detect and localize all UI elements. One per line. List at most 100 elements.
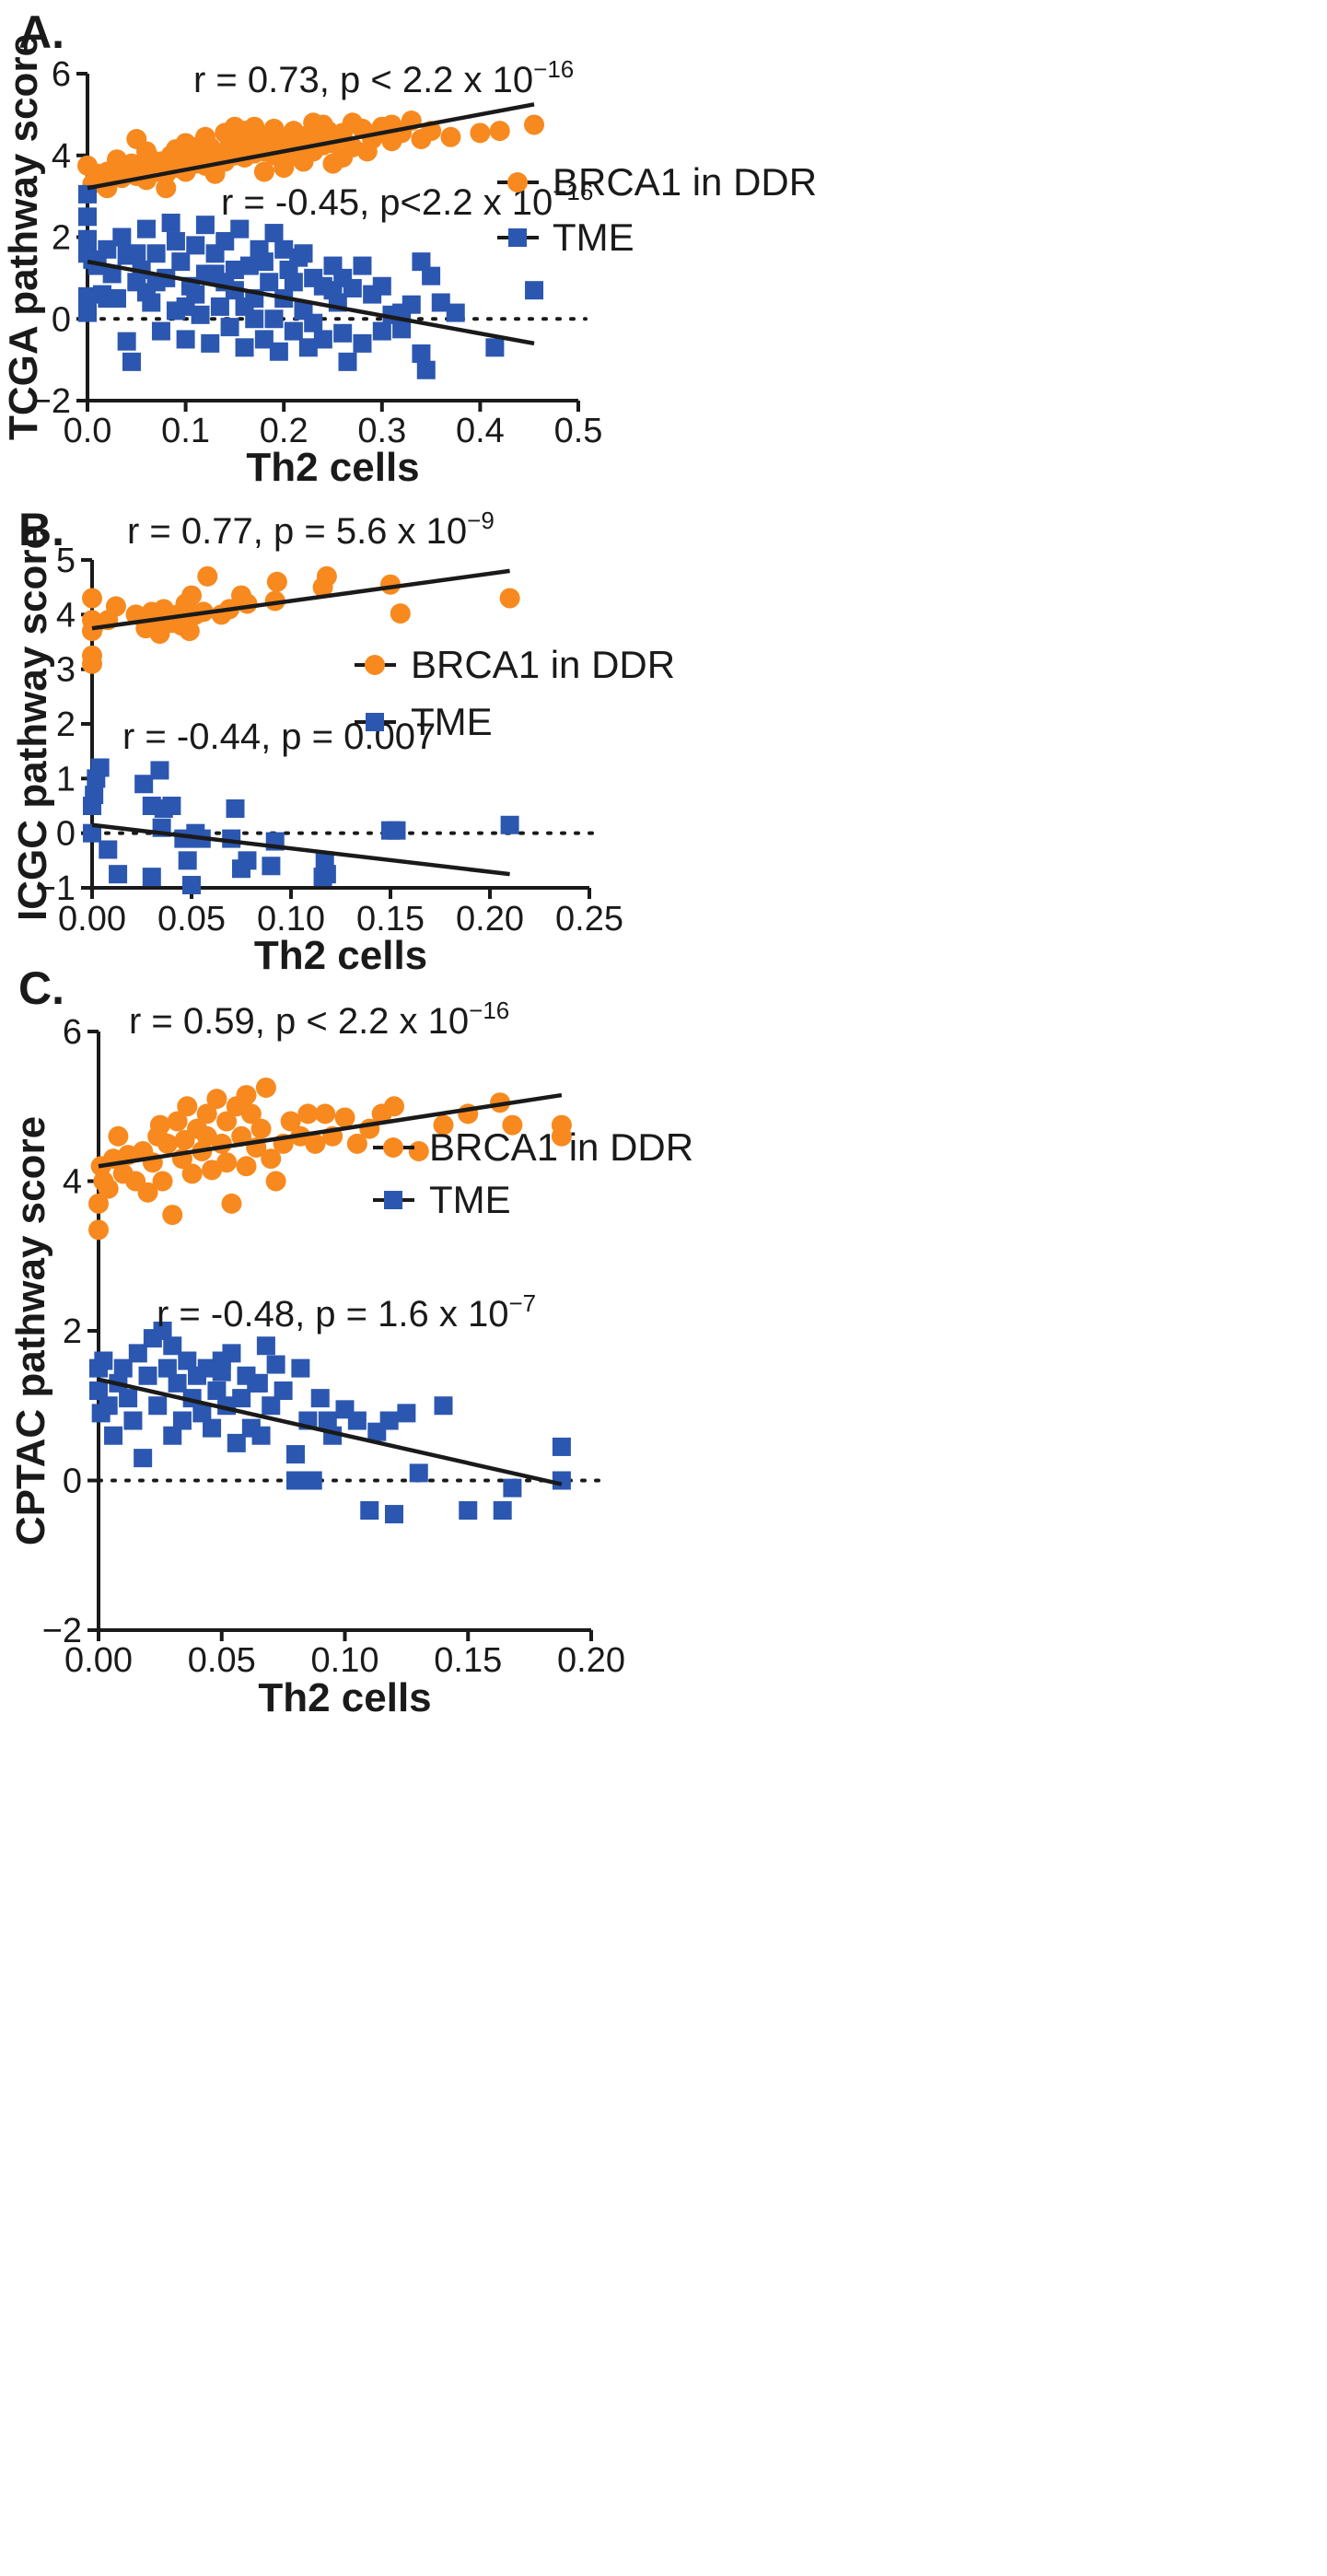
y-tick-label: 6 <box>52 55 71 94</box>
data-point <box>221 1193 242 1214</box>
legend: BRCA1 in DDR TME <box>497 160 817 259</box>
data-point <box>166 231 185 251</box>
data-point <box>78 286 97 306</box>
chart-panel-0: A. −2 0 2 4 6 0.0 0.1 0.2 0.3 0.4 0.5 Th2 cells TCGA … <box>1 6 817 490</box>
legend-marker-circle <box>365 655 385 675</box>
data-point <box>385 1505 403 1524</box>
data-point <box>525 281 544 300</box>
data-point <box>142 868 161 887</box>
data-point <box>207 1381 227 1400</box>
panel-label: C. <box>18 962 64 1014</box>
data-point <box>157 1358 177 1378</box>
data-point <box>266 1355 285 1374</box>
data-point <box>265 1171 286 1192</box>
annotation-text: r = -0.48, p = 1.6 x 10 <box>157 1294 508 1335</box>
x-tick-label: 0.05 <box>188 1641 256 1680</box>
data-point <box>157 1133 178 1154</box>
data-point <box>150 761 169 780</box>
data-point <box>416 360 436 379</box>
y-axis-title: TCGA pathway score <box>1 34 46 440</box>
data-point <box>161 213 180 232</box>
data-point <box>372 276 391 296</box>
data-point <box>334 1107 355 1128</box>
data-point <box>205 244 225 263</box>
data-point <box>387 821 406 840</box>
x-tick-label: 0.25 <box>555 900 623 938</box>
correlation-annotation: r = -0.45, p<2.2 x 10−16 <box>221 178 593 223</box>
regression-line <box>87 102 535 191</box>
data-point <box>260 273 279 292</box>
data-point <box>318 1411 337 1430</box>
y-tick-label: −2 <box>42 1612 82 1650</box>
data-point <box>264 309 284 329</box>
data-point <box>136 219 156 239</box>
data-point <box>499 588 520 609</box>
data-point <box>254 252 274 272</box>
x-tick-label: 0.3 <box>357 412 406 450</box>
data-point <box>235 338 254 357</box>
data-point <box>360 1501 379 1520</box>
data-point <box>255 1077 276 1098</box>
data-point <box>197 1358 216 1378</box>
data-point <box>470 122 491 144</box>
data-point <box>485 338 505 357</box>
data-point <box>99 840 118 859</box>
data-point <box>135 146 157 168</box>
data-point <box>310 1389 330 1408</box>
data-point <box>552 1437 571 1456</box>
data-point <box>82 653 102 674</box>
chart-panel-2: C. −2 0 2 4 6 0.00 0.05 0.10 0.15 0.20 Th2 cells CPT… <box>8 962 693 1720</box>
annotation-exponent: −9 <box>467 507 495 534</box>
data-point <box>459 1501 478 1520</box>
x-tick-label: 0.20 <box>557 1641 625 1680</box>
data-point <box>109 865 128 884</box>
data-point <box>274 239 294 259</box>
data-point <box>237 593 258 614</box>
data-point <box>195 216 215 235</box>
x-tick-label: 0.20 <box>456 900 524 938</box>
data-point <box>227 1433 246 1452</box>
legend-label: BRCA1 in DDR <box>429 1125 693 1169</box>
data-point <box>333 323 353 343</box>
data-point <box>298 338 318 357</box>
data-point <box>122 352 141 371</box>
data-point <box>224 116 245 137</box>
data-point <box>222 1344 241 1363</box>
regression-line <box>98 1092 563 1169</box>
y-tick-label: 5 <box>56 542 76 580</box>
x-tick-label: 0.5 <box>554 412 603 450</box>
regression-line <box>91 568 510 631</box>
data-point <box>181 585 202 606</box>
data-point <box>392 320 412 339</box>
data-point <box>294 244 313 263</box>
data-point <box>176 330 195 349</box>
data-point <box>146 244 166 263</box>
series-brca1-in-ddr <box>88 1077 572 1241</box>
data-point <box>493 1501 512 1520</box>
data-point <box>286 1445 305 1464</box>
data-point <box>304 313 323 332</box>
panel-label: A. <box>18 6 64 58</box>
data-point <box>412 252 431 272</box>
legend-label: TME <box>553 216 634 259</box>
data-point <box>384 1096 404 1117</box>
data-point <box>78 229 97 249</box>
y-tick-label: 2 <box>56 705 76 744</box>
data-point <box>134 1449 153 1468</box>
data-point <box>346 1133 367 1154</box>
data-point <box>286 1471 305 1490</box>
data-point <box>171 252 191 272</box>
data-point <box>102 264 122 284</box>
data-point <box>78 303 97 322</box>
data-point <box>372 321 391 341</box>
data-point <box>163 1426 182 1445</box>
series-tme <box>89 1322 571 1524</box>
data-point <box>266 571 287 592</box>
annotation-text: r = 0.73, p < 2.2 x 10 <box>193 60 533 100</box>
legend-marker-circle <box>507 172 528 192</box>
y-tick-label: 0 <box>52 300 71 339</box>
data-point <box>263 118 285 139</box>
x-tick-label: 0.10 <box>311 1641 379 1680</box>
data-point <box>315 1103 336 1125</box>
